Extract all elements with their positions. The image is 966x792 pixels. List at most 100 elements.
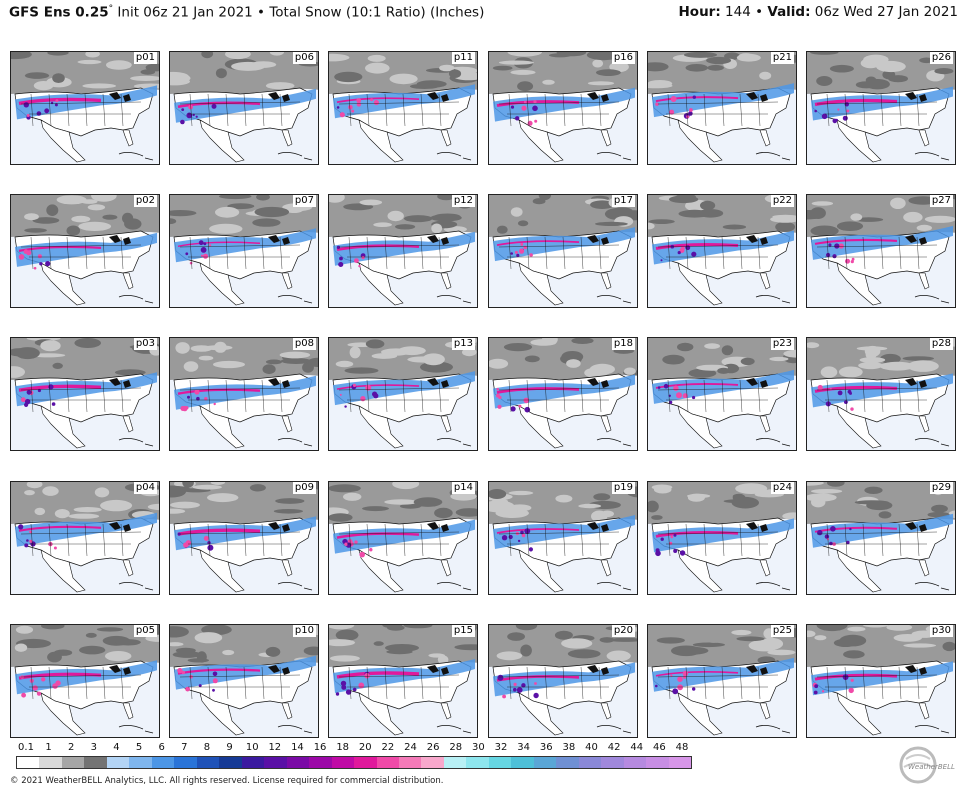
member-label: p14 — [451, 482, 475, 494]
snow-map — [807, 482, 955, 594]
legend-tick-label: 42 — [607, 742, 621, 753]
legend-colorbar — [16, 756, 692, 769]
legend-swatch — [511, 757, 534, 768]
snow-map — [329, 482, 477, 594]
logo-text: WeatherBELL — [908, 763, 955, 771]
snow-map — [807, 195, 955, 307]
ensemble-map-panel: p11 — [328, 51, 478, 165]
legend-swatch — [151, 757, 175, 768]
snow-map — [489, 482, 637, 594]
copyright-text: © 2021 WeatherBELL Analytics, LLC. All r… — [10, 776, 444, 786]
member-label: p12 — [451, 195, 475, 207]
legend-swatch — [331, 757, 355, 768]
snow-map — [170, 338, 318, 450]
member-label: p10 — [292, 625, 316, 637]
legend-swatch — [578, 757, 602, 768]
legend-swatch — [129, 757, 152, 768]
legend-tick-label: 0.1 — [18, 742, 34, 753]
legend-swatch — [286, 757, 310, 768]
legend-swatch — [376, 757, 399, 768]
legend-tick-label: 4 — [113, 742, 120, 753]
legend-tick-label: 34 — [517, 742, 531, 753]
valid-label: Valid: — [767, 4, 811, 20]
member-label: p17 — [611, 195, 635, 207]
member-label: p04 — [133, 482, 157, 494]
legend-tick-label: 22 — [381, 742, 395, 753]
legend-swatch — [623, 757, 647, 768]
legend-tick-label: 10 — [245, 742, 259, 753]
legend-tick-label: 28 — [449, 742, 463, 753]
member-label: p30 — [929, 625, 953, 637]
ensemble-map-panel: p22 — [647, 194, 797, 308]
legend-swatch — [601, 757, 624, 768]
ensemble-map-panel: p13 — [328, 337, 478, 451]
ensemble-map-panel: p28 — [806, 337, 956, 451]
snow-map — [329, 338, 477, 450]
legend-swatch — [174, 757, 197, 768]
legend-tick-label: 5 — [135, 742, 143, 753]
legend-swatch — [443, 757, 467, 768]
snow-map — [648, 625, 796, 737]
legend-tick-label: 30 — [472, 742, 485, 753]
ensemble-map-panel: p01 — [10, 51, 160, 165]
ensemble-map-panel: p17 — [488, 194, 638, 308]
weatherbell-logo: WeatherBELL — [898, 745, 960, 785]
ensemble-map-panel: p24 — [647, 481, 797, 595]
member-label: p08 — [292, 338, 316, 350]
degree-symbol: ° — [108, 4, 114, 14]
legend-tick-label: 26 — [426, 742, 440, 753]
member-label: p02 — [133, 195, 157, 207]
member-label: p09 — [292, 482, 316, 494]
member-label: p28 — [929, 338, 953, 350]
legend-tick-label: 3 — [90, 742, 98, 753]
member-label: p26 — [929, 52, 953, 64]
legend-tick-label: 7 — [181, 742, 188, 753]
legend-swatch — [421, 757, 444, 768]
snow-map — [170, 482, 318, 594]
ensemble-map-panel: p25 — [647, 624, 797, 738]
valid-time: Hour: 144 • Valid: 06z Wed 27 Jan 2021 — [679, 4, 959, 20]
bullet: • — [750, 4, 768, 20]
member-label: p19 — [611, 482, 635, 494]
member-label: p18 — [611, 338, 635, 350]
legend-swatch — [533, 757, 557, 768]
member-label: p13 — [451, 338, 475, 350]
member-label: p21 — [770, 52, 794, 64]
member-label: p16 — [611, 52, 635, 64]
legend-swatch — [39, 757, 62, 768]
snow-map — [648, 338, 796, 450]
snow-map — [807, 338, 955, 450]
legend-swatch — [354, 757, 377, 768]
ensemble-map-panel: p02 — [10, 194, 160, 308]
ensemble-map-panel: p29 — [806, 481, 956, 595]
snow-map — [648, 482, 796, 594]
ensemble-map-panel: p16 — [488, 51, 638, 165]
legend-tick-label: 12 — [268, 742, 282, 753]
snow-map — [489, 625, 637, 737]
ensemble-map-panel: p05 — [10, 624, 160, 738]
legend-tick-label: 32 — [494, 742, 508, 753]
snow-map — [807, 625, 955, 737]
ensemble-map-panel: p03 — [10, 337, 160, 451]
snow-map — [329, 195, 477, 307]
legend-swatch — [219, 757, 242, 768]
legend-swatch — [668, 757, 692, 768]
snow-map — [489, 195, 637, 307]
ensemble-map-panel: p10 — [169, 624, 319, 738]
ensemble-map-panel: p21 — [647, 51, 797, 165]
ensemble-map-panel: p12 — [328, 194, 478, 308]
member-label: p22 — [770, 195, 794, 207]
ensemble-map-panel: p15 — [328, 624, 478, 738]
legend-swatch — [466, 757, 489, 768]
legend-tick-label: 9 — [226, 742, 233, 753]
legend-swatch — [398, 757, 422, 768]
legend-swatch — [61, 757, 85, 768]
snow-map — [807, 52, 955, 164]
legend-swatch — [309, 757, 332, 768]
member-label: p20 — [611, 625, 635, 637]
bullet: • — [252, 4, 270, 21]
snow-map — [11, 195, 159, 307]
member-label: p15 — [451, 625, 475, 637]
snow-map — [170, 195, 318, 307]
legend-tick-label: 46 — [653, 742, 666, 753]
